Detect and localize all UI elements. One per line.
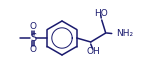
Text: S: S [30, 33, 36, 43]
Text: OH: OH [87, 47, 101, 57]
Text: NH₂: NH₂ [116, 30, 133, 39]
Text: HO: HO [94, 8, 108, 18]
Text: O: O [30, 45, 37, 54]
Text: O: O [30, 22, 37, 31]
